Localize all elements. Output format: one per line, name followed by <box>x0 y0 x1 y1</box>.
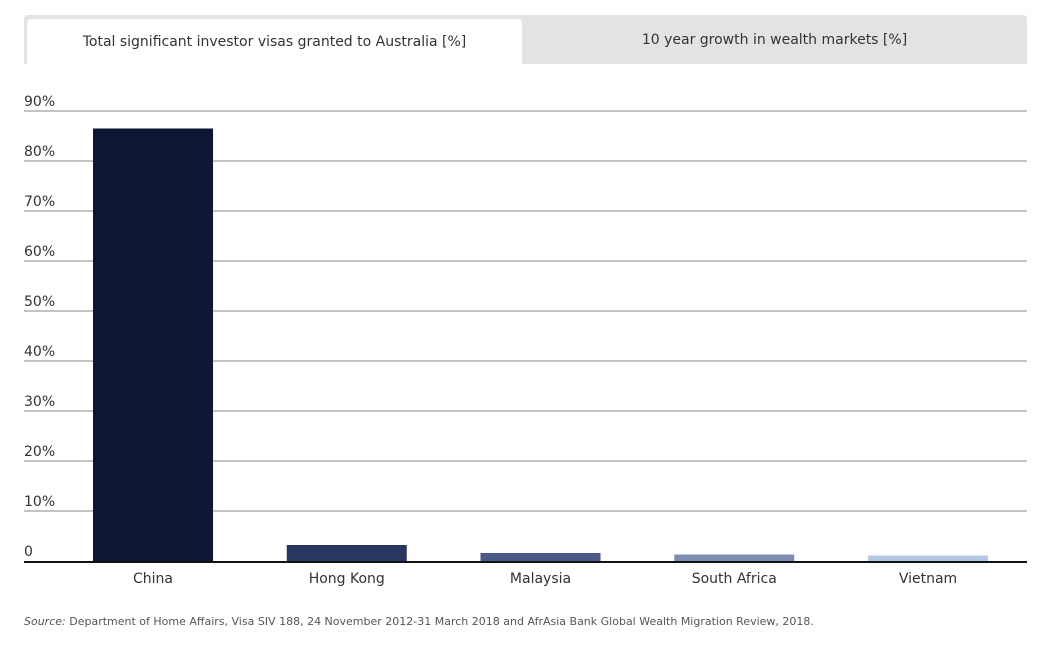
x-tick-label: South Africa <box>692 571 777 587</box>
bar-hong-kong[interactable] <box>286 545 407 561</box>
y-tick-label: 70% <box>24 194 55 210</box>
y-tick-label: 0 <box>24 544 33 560</box>
bar-malaysia[interactable] <box>480 553 601 561</box>
y-tick-label: 60% <box>24 244 55 260</box>
y-tick-label: 50% <box>24 294 55 310</box>
bar-vietnam[interactable] <box>868 555 988 562</box>
x-tick-label: Malaysia <box>510 571 571 587</box>
source-label: Source: <box>24 615 66 628</box>
y-tick-label: 10% <box>24 494 55 510</box>
source-note: Source: Department of Home Affairs, Visa… <box>24 615 814 628</box>
x-axis-labels: China Hong Kong Malaysia South Africa Vietna… <box>133 571 957 587</box>
y-tick-label: 40% <box>24 344 55 360</box>
y-tick-label: 80% <box>24 144 55 160</box>
bars <box>93 128 988 562</box>
tab-investor-visas-label: Total significant investor visas granted… <box>82 33 467 50</box>
tab-investor-visas[interactable]: Total significant investor visas granted… <box>27 19 522 64</box>
source-text: Department of Home Affairs, Visa SIV 188… <box>69 615 814 628</box>
bar-south-africa[interactable] <box>674 554 795 562</box>
tab-wealth-growth-label: 10 year growth in wealth markets [%] <box>641 31 908 48</box>
y-tick-label: 90% <box>24 94 55 110</box>
y-tick-label: 30% <box>24 394 55 410</box>
x-tick-label: China <box>133 571 173 587</box>
x-tick-label: Hong Kong <box>309 571 385 587</box>
y-tick-label: 20% <box>24 444 55 460</box>
y-axis-ticks: 0 10% 20% 30% 40% 50% 60% 70% 80% 90% <box>24 94 55 560</box>
tab-wealth-growth[interactable]: 10 year growth in wealth markets [%] <box>522 15 1027 64</box>
bar-china[interactable] <box>93 128 213 562</box>
x-tick-label: Vietnam <box>899 571 957 587</box>
bar-chart: 0 10% 20% 30% 40% 50% 60% 70% 80% 90% China Hong K… <box>24 94 1027 587</box>
chart-tabs: Total significant investor visas granted… <box>24 15 1027 64</box>
